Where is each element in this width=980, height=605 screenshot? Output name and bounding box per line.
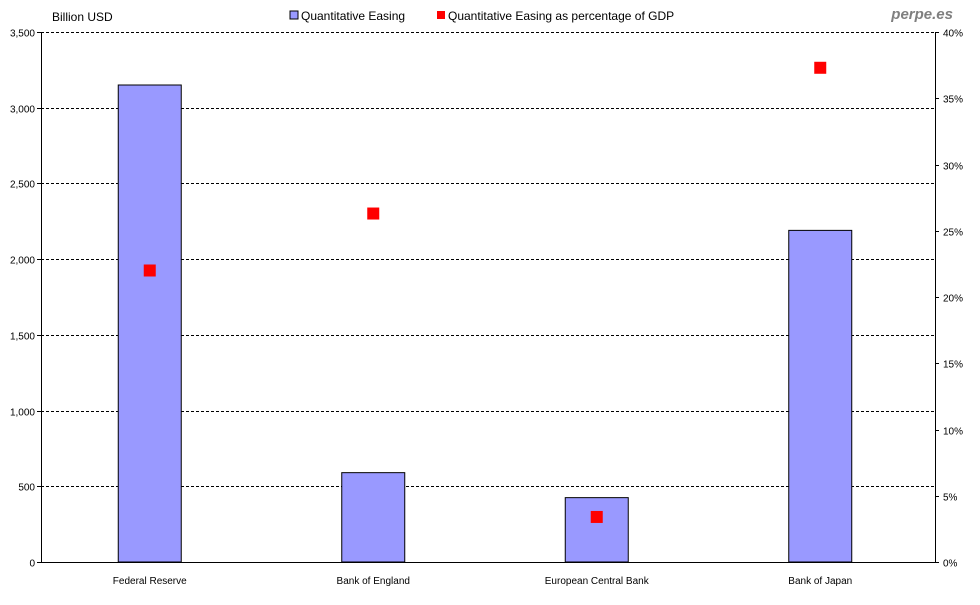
legend-swatch-marker (437, 11, 445, 19)
bar (788, 229, 853, 563)
y-tick-label: 1,000 (10, 408, 35, 419)
x-tick-label: Bank of Japan (788, 576, 852, 587)
bar-series (117, 84, 853, 563)
marker-series (143, 61, 827, 523)
bar (117, 84, 182, 563)
y2-tick-label: 25% (943, 228, 963, 239)
y-tick-label: 3,500 (10, 29, 35, 40)
watermark-text: perpe.es (890, 6, 953, 23)
y-tick-label: 2,000 (10, 256, 35, 267)
gdp-percent-marker (814, 61, 827, 74)
y-tick-label: 500 (18, 483, 35, 494)
bar (564, 497, 629, 563)
legend-label-bar: Quantitative Easing (301, 9, 405, 23)
x-tick-label: Bank of England (337, 576, 410, 587)
legend-label-marker: Quantitative Easing as percentage of GDP (448, 9, 674, 23)
y-tick-label: 1,500 (10, 332, 35, 343)
y2-tick-label: 5% (943, 493, 958, 504)
gdp-percent-marker (367, 207, 380, 220)
chart-labels: Billion USD Quantitative Easing Quantita… (52, 6, 953, 24)
y2-tick-label: 20% (943, 294, 963, 305)
y-tick-label: 0 (29, 559, 35, 570)
bar (341, 472, 406, 563)
x-tick-label: European Central Bank (545, 576, 650, 587)
y2-tick-label: 0% (943, 559, 958, 570)
y-axis-label: Billion USD (52, 10, 113, 24)
gridlines (41, 32, 935, 487)
y2-tick-label: 35% (943, 95, 963, 106)
y-tick-label: 3,000 (10, 105, 35, 116)
y2-tick-label: 15% (943, 360, 963, 371)
y2-tick-label: 40% (943, 29, 963, 40)
y2-tick-label: 10% (943, 427, 963, 438)
legend-swatch-bar (289, 10, 299, 20)
y2-tick-label: 30% (943, 162, 963, 173)
gdp-percent-marker (143, 264, 156, 277)
tick-labels: 0 500 1,000 1,500 2,000 2,500 3,000 3,500 0% 5% 10… (10, 29, 963, 588)
gdp-percent-marker (590, 510, 603, 523)
x-tick-label: Federal Reserve (113, 576, 187, 587)
y-tick-label: 2,500 (10, 180, 35, 191)
